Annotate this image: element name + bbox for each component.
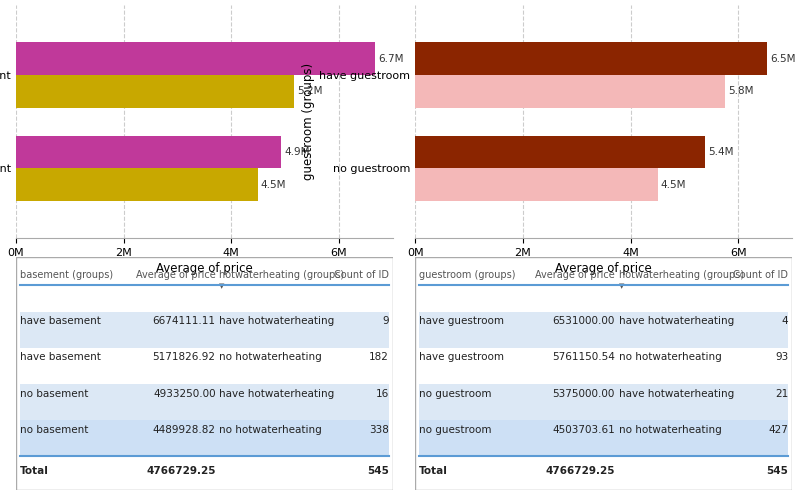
Text: 4.5M: 4.5M [261, 180, 286, 190]
Text: 5761150.54: 5761150.54 [552, 352, 615, 362]
Text: hotwaterheating (groups): hotwaterheating (groups) [618, 270, 744, 280]
Text: 93: 93 [775, 352, 788, 362]
Text: 6674111.11: 6674111.11 [153, 316, 216, 326]
Bar [415, 136, 705, 168]
Bar [415, 75, 726, 108]
FancyBboxPatch shape [20, 348, 389, 384]
Bar [16, 168, 258, 201]
Bar [16, 136, 282, 168]
Text: 182: 182 [369, 352, 389, 362]
Text: have basement: have basement [20, 352, 101, 362]
Text: guestroom (groups): guestroom (groups) [419, 270, 515, 280]
Text: 545: 545 [766, 466, 788, 475]
Text: 4766729.25: 4766729.25 [146, 466, 216, 475]
Text: 4.9M: 4.9M [285, 147, 310, 157]
FancyBboxPatch shape [419, 420, 788, 456]
Text: 5.8M: 5.8M [729, 86, 754, 97]
Text: 4.5M: 4.5M [661, 180, 686, 190]
Text: no hotwaterheating: no hotwaterheating [219, 424, 322, 434]
Text: 6.7M: 6.7M [378, 54, 404, 64]
Text: 4489928.82: 4489928.82 [153, 424, 216, 434]
X-axis label: Average of price: Average of price [156, 262, 253, 275]
Text: 21: 21 [775, 388, 788, 398]
Text: Count of ID: Count of ID [334, 270, 389, 280]
X-axis label: Average of price: Average of price [555, 262, 652, 275]
Text: Total: Total [20, 466, 49, 475]
Text: 5171826.92: 5171826.92 [153, 352, 216, 362]
Text: have hotwaterheating: have hotwaterheating [618, 316, 734, 326]
Text: hotwaterheating (groups): hotwaterheating (groups) [219, 270, 345, 280]
Text: 427: 427 [768, 424, 788, 434]
Text: no guestroom: no guestroom [419, 424, 491, 434]
Text: 6.5M: 6.5M [770, 54, 795, 64]
Text: ▼: ▼ [618, 284, 624, 290]
Text: no hotwaterheating: no hotwaterheating [618, 424, 722, 434]
Bar [16, 75, 294, 108]
Text: 9: 9 [382, 316, 389, 326]
Text: 338: 338 [369, 424, 389, 434]
Bar [415, 42, 766, 75]
Text: no basement: no basement [20, 388, 88, 398]
Text: 5.2M: 5.2M [298, 86, 323, 97]
Text: 16: 16 [376, 388, 389, 398]
Y-axis label: guestroom (groups): guestroom (groups) [302, 63, 315, 180]
Text: no guestroom: no guestroom [419, 388, 491, 398]
Text: Count of ID: Count of ID [734, 270, 788, 280]
FancyBboxPatch shape [20, 312, 389, 348]
FancyBboxPatch shape [20, 384, 389, 420]
FancyBboxPatch shape [419, 348, 788, 384]
Text: 4933250.00: 4933250.00 [153, 388, 216, 398]
Text: no hotwaterheating: no hotwaterheating [219, 352, 322, 362]
Text: basement (groups): basement (groups) [20, 270, 113, 280]
FancyBboxPatch shape [419, 420, 788, 456]
FancyBboxPatch shape [20, 420, 389, 456]
Text: 6531000.00: 6531000.00 [553, 316, 615, 326]
Text: have guestroom: have guestroom [419, 352, 504, 362]
FancyBboxPatch shape [419, 312, 788, 348]
Text: 545: 545 [367, 466, 389, 475]
Legend: have hotwaterheating, no hotwaterheating: have hotwaterheating, no hotwaterheating [421, 0, 682, 2]
Text: 4503703.61: 4503703.61 [552, 424, 615, 434]
Text: have hotwaterheating: have hotwaterheating [219, 388, 334, 398]
Text: Total: Total [419, 466, 448, 475]
Text: no basement: no basement [20, 424, 88, 434]
Text: have hotwaterheating: have hotwaterheating [219, 316, 334, 326]
Text: have basement: have basement [20, 316, 101, 326]
Text: 4766729.25: 4766729.25 [546, 466, 615, 475]
Text: no hotwaterheating: no hotwaterheating [618, 352, 722, 362]
Text: 5.4M: 5.4M [708, 147, 734, 157]
Text: Average of price: Average of price [136, 270, 216, 280]
Text: ▼: ▼ [219, 284, 225, 290]
Text: have guestroom: have guestroom [419, 316, 504, 326]
Text: 4: 4 [782, 316, 788, 326]
Bar [415, 168, 658, 201]
FancyBboxPatch shape [20, 420, 389, 456]
Legend: have hotwaterheating, no hotwaterheating: have hotwaterheating, no hotwaterheating [22, 0, 283, 2]
Text: Average of price: Average of price [535, 270, 615, 280]
Text: 5375000.00: 5375000.00 [553, 388, 615, 398]
Text: have hotwaterheating: have hotwaterheating [618, 388, 734, 398]
Bar [16, 42, 375, 75]
FancyBboxPatch shape [419, 384, 788, 420]
